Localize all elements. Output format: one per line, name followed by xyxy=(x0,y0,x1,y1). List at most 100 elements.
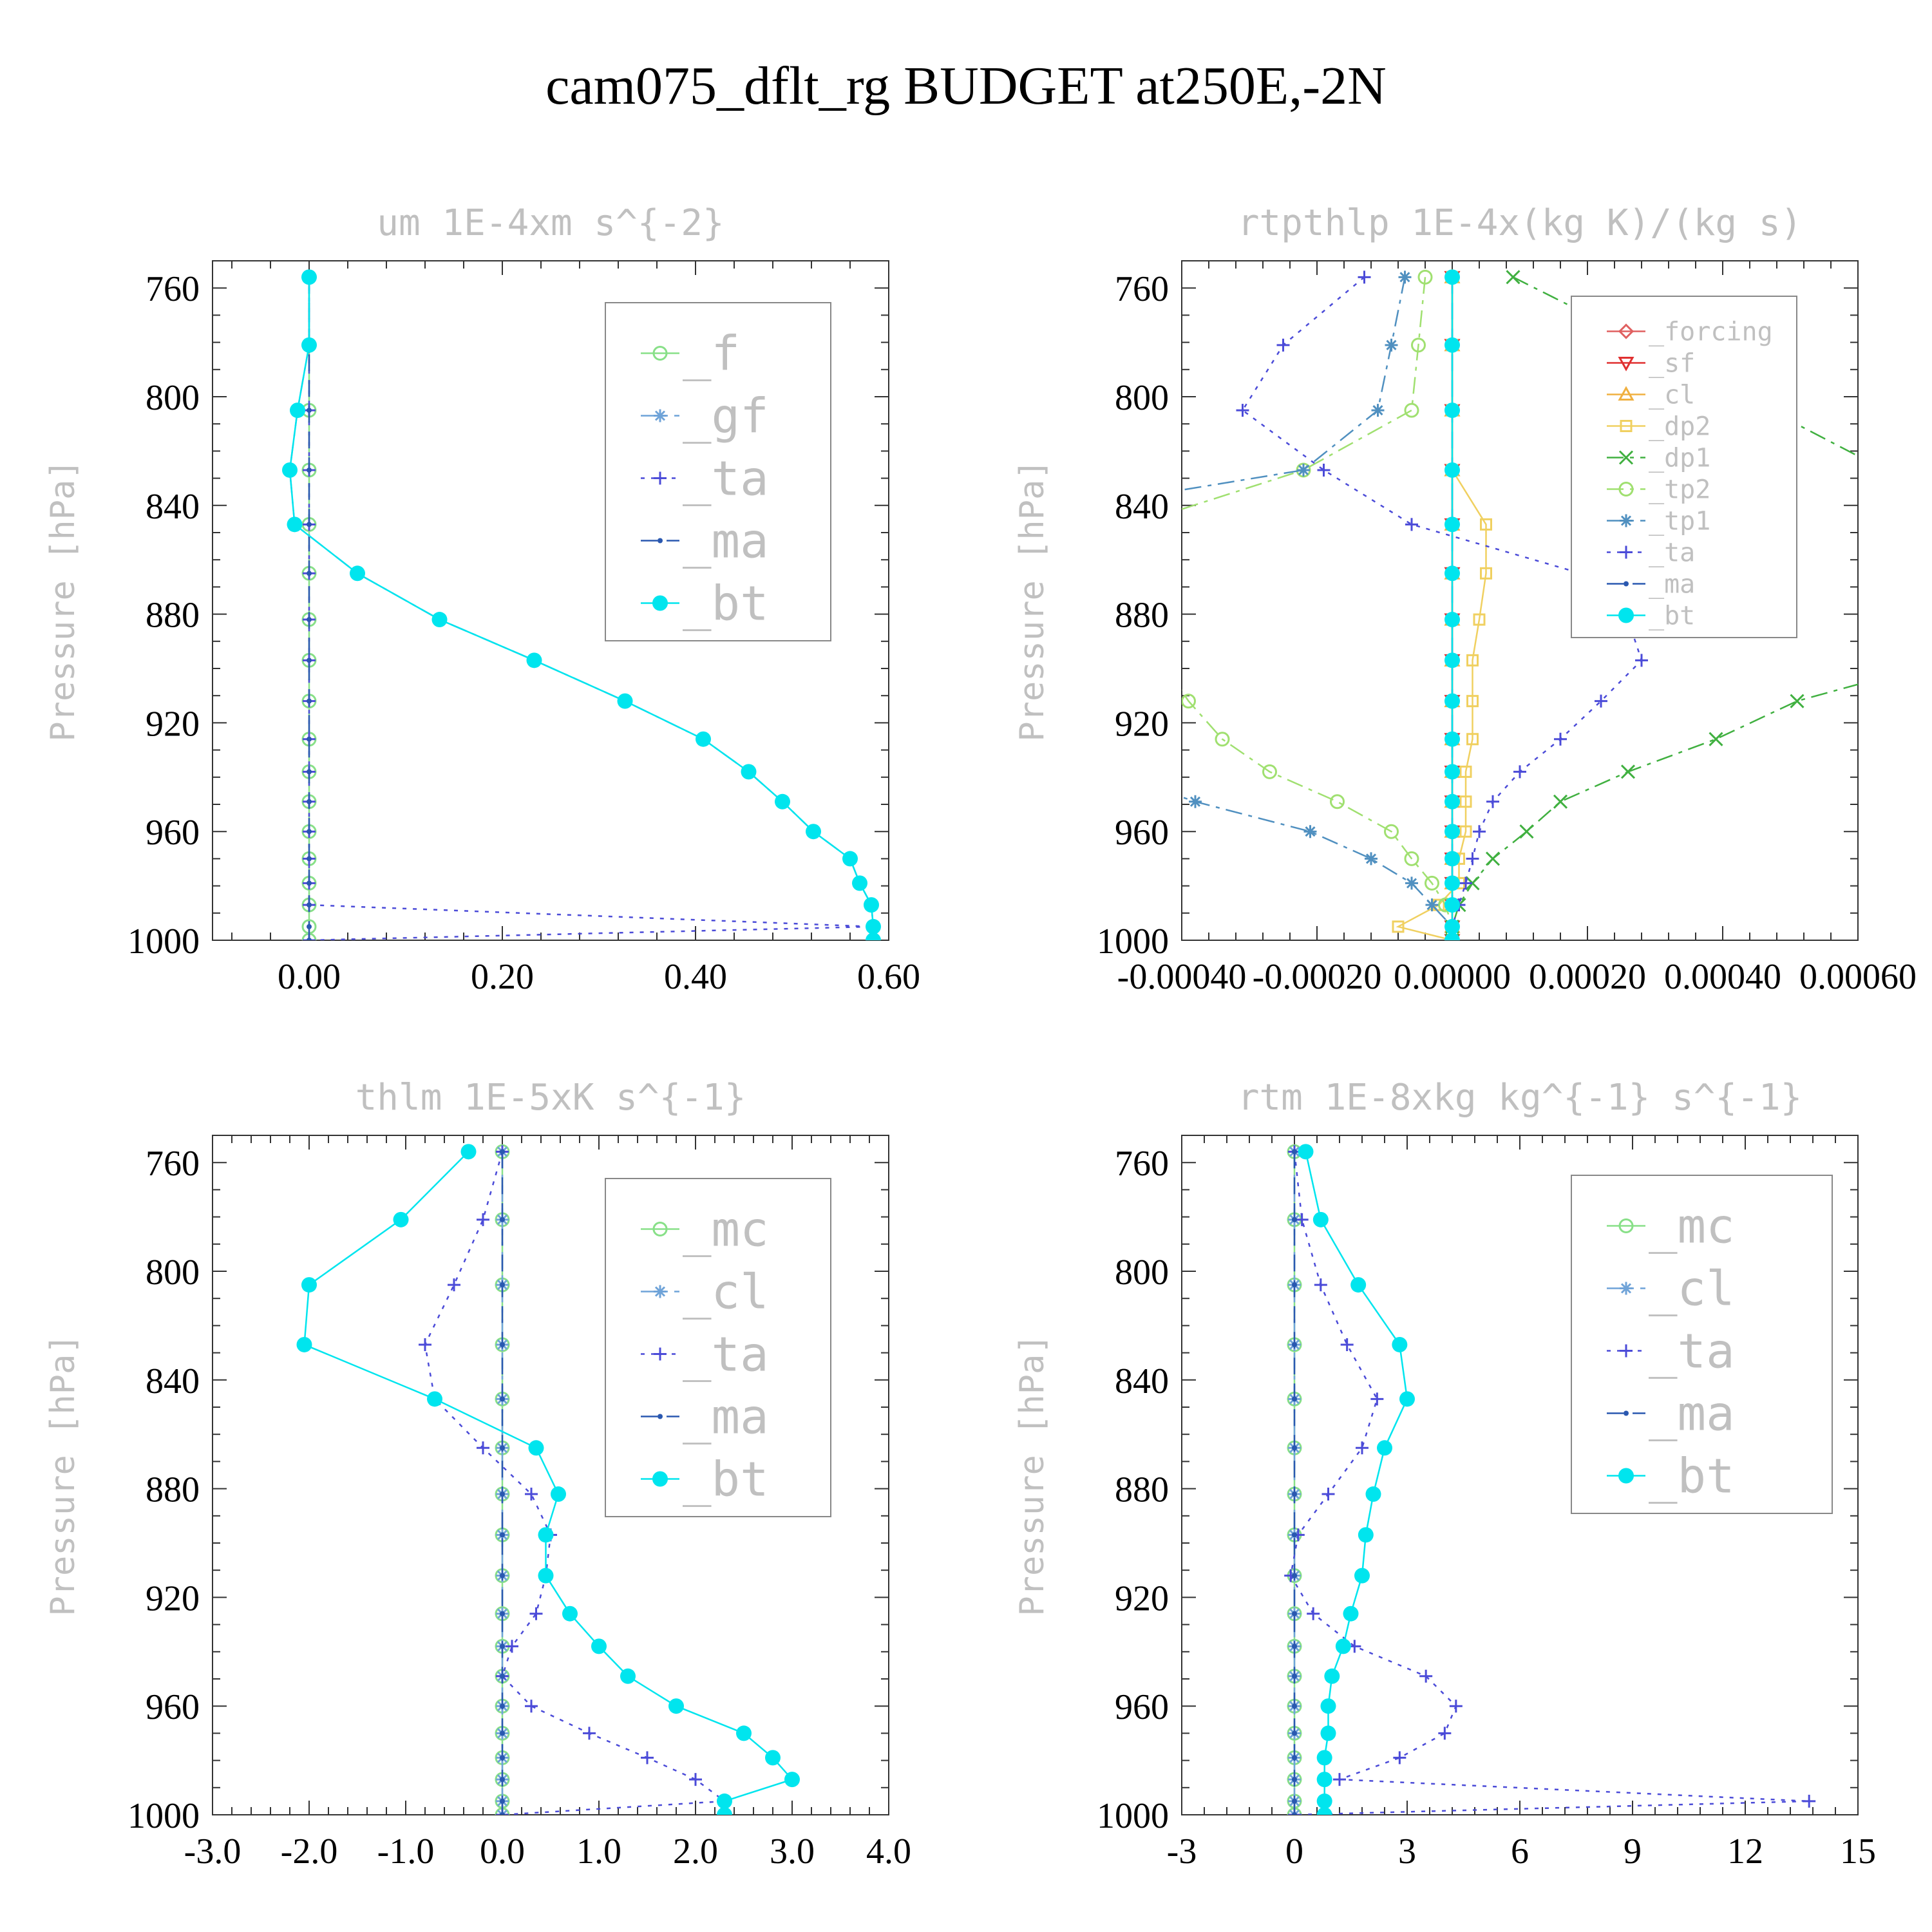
legend-marker-dp2 xyxy=(1620,420,1633,432)
point-bt xyxy=(1444,337,1460,353)
legend-label-tp2: _tp2 xyxy=(1649,475,1710,505)
point-ma xyxy=(500,1282,505,1288)
x-tick-label: -3.0 xyxy=(184,1832,242,1871)
point-bt xyxy=(526,652,542,668)
point-ma xyxy=(307,769,312,775)
legend-marker-ma xyxy=(658,1414,663,1419)
point-ta xyxy=(1370,1392,1384,1406)
y-tick-label: 920 xyxy=(146,704,200,744)
point-bt xyxy=(1298,1144,1314,1160)
x-tick-label: -2.0 xyxy=(281,1832,338,1871)
legend-box xyxy=(1571,296,1797,638)
point-bt xyxy=(741,764,757,780)
legend-marker-ma xyxy=(1624,581,1629,587)
x-tick-label: 3.0 xyxy=(770,1832,815,1871)
point-bt xyxy=(1392,1336,1408,1352)
legend-label-bt: _bt xyxy=(1649,1448,1735,1504)
point-bt xyxy=(538,1527,554,1543)
series-area xyxy=(296,1144,800,1815)
point-ma xyxy=(500,1492,505,1497)
legend-label-ta: _ta xyxy=(683,451,769,506)
point-ta xyxy=(1321,1488,1335,1501)
point-bt xyxy=(1444,824,1460,840)
point-bt xyxy=(1350,1277,1367,1293)
point-bt xyxy=(696,731,711,747)
legend: _mc _cl _ta _ma _bt xyxy=(1571,1175,1833,1514)
x-tick-label: -0.00020 xyxy=(1253,957,1382,997)
point-bt xyxy=(1444,875,1460,891)
point-ma xyxy=(307,408,312,413)
legend-marker-bt xyxy=(652,595,668,611)
point-bt xyxy=(717,1793,732,1809)
point-bt xyxy=(290,402,305,419)
series-line-ta xyxy=(1289,1151,1810,1815)
point-dp1 xyxy=(1879,464,1891,477)
series-line-ta xyxy=(424,1151,727,1815)
point-ma xyxy=(307,799,312,804)
series-line-bt xyxy=(1305,1151,1408,1815)
point-bt xyxy=(393,1211,409,1227)
legend-label-bt: _bt xyxy=(683,1452,769,1507)
legend-label-ma: _ma xyxy=(683,513,769,569)
legend-marker-mc xyxy=(652,1222,668,1236)
y-tick-label: 880 xyxy=(146,596,200,636)
x-tick-label: 0.40 xyxy=(664,957,727,997)
point-ma xyxy=(500,1611,505,1616)
y-tick-label: 760 xyxy=(146,1144,200,1184)
x-tick-label: 6 xyxy=(1511,1832,1529,1871)
legend-label-dp1: _dp1 xyxy=(1649,444,1710,473)
point-ta xyxy=(1276,338,1290,352)
point-bt xyxy=(736,1725,752,1741)
legend-label-ta: _ta xyxy=(1649,1323,1735,1379)
x-tick-label: 9 xyxy=(1624,1832,1642,1871)
point-ta xyxy=(689,1773,702,1786)
point-bt xyxy=(1444,693,1460,709)
legend-box xyxy=(1571,1175,1833,1514)
point-ma xyxy=(1292,1703,1297,1709)
point-dp1 xyxy=(1790,694,1804,708)
point-bt xyxy=(668,1698,684,1714)
point-dp2 xyxy=(1466,733,1479,746)
series-area xyxy=(282,269,881,940)
point-bt xyxy=(864,897,879,913)
point-bt xyxy=(1377,1440,1392,1456)
point-ma xyxy=(307,829,312,835)
y-tick-label: 760 xyxy=(1115,1144,1169,1184)
point-tp1 xyxy=(1425,898,1439,912)
point-ma xyxy=(500,1798,505,1804)
panel-title: rtpthlp 1E-4x(kg K)/(kg s) xyxy=(1238,202,1803,244)
point-tp1 xyxy=(1371,404,1385,417)
point-ma xyxy=(500,1673,505,1679)
point-bt xyxy=(852,875,867,891)
point-ma xyxy=(500,1703,505,1709)
y-tick-label: 960 xyxy=(146,813,200,853)
point-ta xyxy=(1358,270,1371,284)
point-bt xyxy=(1365,1486,1381,1502)
legend-marker-cl xyxy=(654,1285,667,1298)
point-ta xyxy=(1236,404,1249,417)
legend-label-dp2: _dp2 xyxy=(1649,412,1710,442)
point-bt xyxy=(1444,652,1460,668)
point-bt xyxy=(1444,402,1460,419)
point-ma xyxy=(500,1341,505,1347)
point-bt xyxy=(591,1638,607,1654)
point-ta xyxy=(525,1700,538,1713)
point-bt xyxy=(1444,462,1460,478)
point-bt xyxy=(427,1391,442,1407)
x-tick-label: 0.00060 xyxy=(1799,957,1917,997)
point-ma xyxy=(500,1573,505,1578)
x-tick-label: 3 xyxy=(1398,1832,1416,1871)
point-bt xyxy=(296,1336,312,1352)
point-ma xyxy=(500,1730,505,1736)
point-ma xyxy=(500,1532,505,1538)
point-bt xyxy=(538,1567,554,1584)
x-tick-label: 15 xyxy=(1840,1832,1876,1871)
point-ma xyxy=(1292,1611,1297,1616)
point-ma xyxy=(500,1777,505,1783)
point-dp1 xyxy=(1506,270,1520,285)
point-ta xyxy=(1513,765,1526,779)
legend-label-cl: _cl xyxy=(1649,1261,1735,1316)
x-tick-label: 0.00 xyxy=(278,957,341,997)
legend-marker-cl xyxy=(1618,386,1634,401)
